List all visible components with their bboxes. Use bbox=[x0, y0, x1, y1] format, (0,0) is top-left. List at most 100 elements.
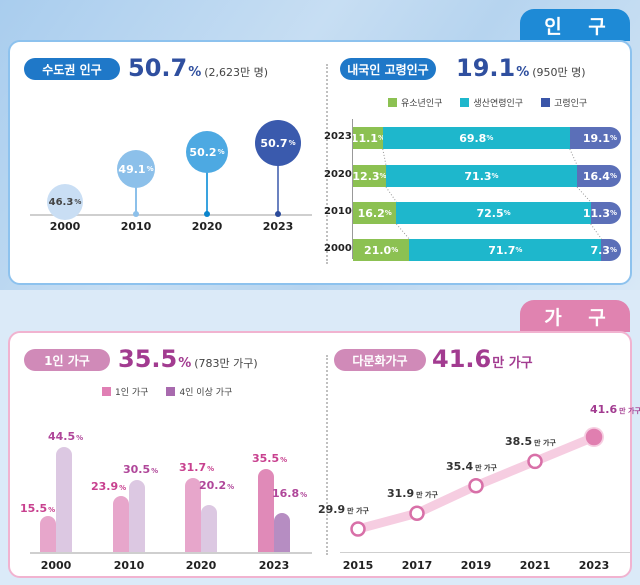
headline-unit: % bbox=[516, 65, 530, 80]
lollipop-circle: 46.3% bbox=[47, 184, 83, 220]
single-household-headline: 35.5 % (783만 가구) bbox=[118, 345, 258, 373]
x-axis-label: 2000 bbox=[40, 559, 72, 572]
legend-label: 4인 이상 가구 bbox=[179, 388, 233, 398]
household-panel: 1인 가구 35.5 % (783만 가구) 1인 가구 4인 이상 가구 15… bbox=[8, 331, 640, 578]
legend-swatch bbox=[541, 98, 551, 107]
household-legend: 1인 가구 4인 이상 가구 bbox=[102, 385, 232, 398]
bar-single-household bbox=[185, 477, 201, 552]
stacked-bar-axis bbox=[352, 119, 353, 259]
bar-four-plus-household bbox=[129, 480, 145, 552]
bar-segment-working: 72.5% bbox=[396, 202, 591, 224]
lollipop-base-dot bbox=[133, 211, 139, 217]
bar-segment-elderly: 19.1% bbox=[569, 127, 621, 149]
bar-four-plus-household bbox=[56, 447, 72, 552]
lollipop-circle: 49.1% bbox=[117, 150, 155, 188]
legend-youth: 유소년인구 bbox=[388, 96, 442, 109]
multicultural-household-pill: 다문화가구 bbox=[334, 349, 426, 371]
x-axis-label: 2023 bbox=[578, 559, 610, 572]
stacked-bar-row: 12.3% 71.3% 16.4% bbox=[353, 165, 621, 187]
headline-unit: % bbox=[188, 65, 202, 80]
lollipop-stick bbox=[135, 169, 137, 214]
stacked-bar-row: 16.2% 72.5% 11.3% bbox=[353, 202, 621, 224]
x-axis-label: 2015 bbox=[342, 559, 374, 572]
headline-sub: (2,623만 명) bbox=[204, 66, 269, 79]
headline-sub: (783만 가구) bbox=[194, 357, 258, 370]
x-axis-label: 2019 bbox=[460, 559, 492, 572]
x-axis-label: 2017 bbox=[401, 559, 433, 572]
x-axis-label: 2020 bbox=[185, 559, 217, 572]
headline-value: 35.5 bbox=[118, 345, 178, 373]
legend-label: 생산연령인구 bbox=[473, 99, 524, 109]
capital-population-pill: 수도권 인구 bbox=[24, 58, 120, 80]
x-axis-label: 2010 bbox=[113, 559, 145, 572]
bar-value-label: 35.5% bbox=[252, 451, 288, 465]
grouped-bar-axis bbox=[30, 552, 312, 554]
x-axis-label: 2021 bbox=[519, 559, 551, 572]
line-point bbox=[585, 428, 603, 446]
bar-segment-elderly: 16.4% bbox=[577, 165, 621, 187]
bar-segment-working: 69.8% bbox=[382, 127, 570, 149]
bar-segment-youth: 16.2% bbox=[353, 202, 397, 224]
legend-single: 1인 가구 bbox=[102, 385, 148, 398]
bar-four-plus-household bbox=[274, 512, 290, 552]
bar-value-label: 23.9% bbox=[91, 479, 127, 493]
x-axis-label: 2020 bbox=[191, 220, 223, 233]
section-tab-household: 가 구 bbox=[520, 300, 630, 332]
bar-connector-lines bbox=[382, 148, 602, 240]
headline-sub: (950만 명) bbox=[532, 66, 586, 79]
headline-unit: 만 가구 bbox=[492, 356, 533, 371]
lollipop-stick bbox=[277, 143, 279, 214]
line-series bbox=[350, 427, 604, 537]
point-value-label: 31.9 만 가구 bbox=[387, 487, 438, 501]
legend-swatch bbox=[102, 387, 111, 396]
point-value-label: 29.9 만 가구 bbox=[318, 503, 369, 516]
legend-swatch bbox=[166, 387, 176, 396]
lollipop-stick bbox=[206, 152, 208, 214]
lollipop-circle: 50.7% bbox=[255, 120, 301, 166]
bar-segment-youth: 11.1% bbox=[353, 127, 385, 149]
stacked-bar-row: 11.1% 69.8% 19.1% bbox=[353, 127, 621, 149]
elderly-population-headline: 19.1 % (950만 명) bbox=[456, 54, 586, 82]
bar-segment-working: 71.7% bbox=[409, 239, 602, 261]
point-value-label: 38.5 만 가구 bbox=[505, 435, 556, 449]
panel-divider bbox=[326, 64, 328, 264]
bar-value-label: 44.5% bbox=[48, 430, 84, 444]
bar-value-label: 31.7% bbox=[179, 460, 215, 474]
headline-value: 41.6 bbox=[432, 345, 492, 373]
bar-single-household bbox=[113, 495, 129, 552]
legend-label: 1인 가구 bbox=[115, 388, 149, 398]
bar-year-label: 2010 bbox=[324, 206, 352, 217]
point-value-label: 35.4 만 가구 bbox=[446, 459, 497, 473]
x-axis-label: 2023 bbox=[262, 220, 294, 233]
x-axis-label: 2000 bbox=[49, 220, 81, 233]
stacked-bar-row: 21.0%71.7%7.3% bbox=[353, 239, 621, 261]
legend-elderly: 고령인구 bbox=[541, 96, 587, 109]
bar-year-label: 2020 bbox=[324, 169, 352, 180]
panel-divider bbox=[326, 355, 328, 555]
line-point bbox=[409, 505, 425, 522]
legend-swatch bbox=[388, 98, 397, 107]
line-chart-axis bbox=[340, 552, 630, 553]
headline-value: 50.7 bbox=[128, 54, 188, 82]
bar-segment-youth: 21.0% bbox=[353, 239, 410, 261]
headline-unit: % bbox=[178, 356, 192, 371]
bar-single-household bbox=[40, 515, 56, 552]
bar-value-label: 20.2% bbox=[199, 478, 235, 492]
bar-year-label: 2000 bbox=[324, 243, 352, 254]
bar-four-plus-household bbox=[201, 504, 217, 552]
age-legend: 유소년인구 생산연령인구 고령인구 bbox=[388, 96, 587, 109]
point-value-label: 41.6 만 가구 bbox=[590, 403, 640, 416]
population-panel: 수도권 인구 50.7 % (2,623만 명) 46.3% 2000 49.1% 2… bbox=[8, 40, 632, 285]
bar-segment-working: 71.3% bbox=[385, 165, 578, 187]
elderly-population-pill: 내국인 고령인구 bbox=[340, 58, 436, 80]
legend-label: 유소년인구 bbox=[401, 99, 443, 109]
bar-value-label: 16.8% bbox=[272, 486, 308, 500]
single-household-pill: 1인 가구 bbox=[24, 349, 110, 371]
lollipop-base-dot bbox=[204, 211, 210, 217]
x-axis-label: 2023 bbox=[258, 559, 290, 572]
legend-label: 고령인구 bbox=[554, 99, 588, 109]
capital-population-headline: 50.7 % (2,623만 명) bbox=[128, 54, 268, 82]
section-tab-population: 인 구 bbox=[520, 9, 630, 41]
x-axis-label: 2010 bbox=[120, 220, 152, 233]
bar-single-household bbox=[258, 468, 274, 552]
